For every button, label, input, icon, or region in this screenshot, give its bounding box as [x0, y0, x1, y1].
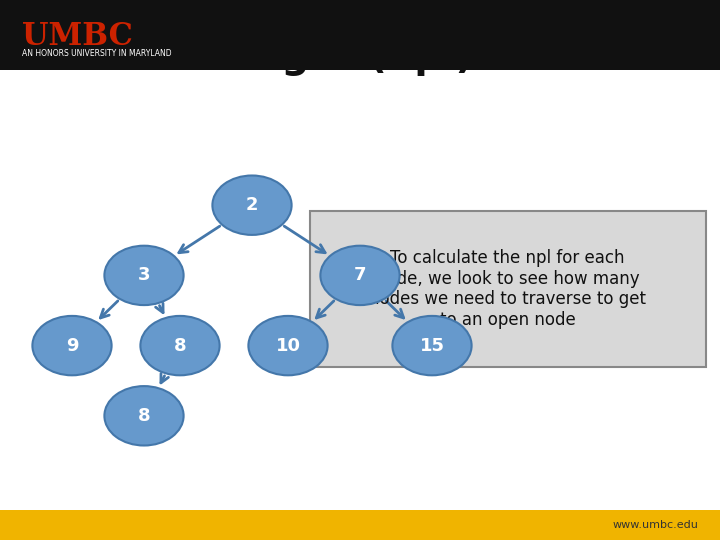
Text: 10: 10 [276, 336, 300, 355]
Text: 8: 8 [138, 407, 150, 425]
Circle shape [212, 176, 292, 235]
Circle shape [32, 316, 112, 375]
Text: 7: 7 [354, 266, 366, 285]
Circle shape [104, 246, 184, 305]
Circle shape [320, 246, 400, 305]
Text: 15: 15 [420, 336, 444, 355]
Text: 3: 3 [138, 266, 150, 285]
Circle shape [104, 386, 184, 445]
Text: UMBC: UMBC [22, 21, 132, 52]
Circle shape [392, 316, 472, 375]
Text: 9: 9 [66, 336, 78, 355]
Text: 8: 8 [174, 336, 186, 355]
FancyBboxPatch shape [0, 510, 720, 540]
Text: www.umbc.edu: www.umbc.edu [613, 520, 698, 530]
Text: Null Path Length (npl) Calculation: Null Path Length (npl) Calculation [0, 38, 720, 76]
FancyBboxPatch shape [0, 0, 720, 70]
Text: To calculate the npl for each
node, we look to see how many
nodes we need to tra: To calculate the npl for each node, we l… [369, 249, 646, 329]
Circle shape [140, 316, 220, 375]
FancyBboxPatch shape [310, 211, 706, 367]
Text: AN HONORS UNIVERSITY IN MARYLAND: AN HONORS UNIVERSITY IN MARYLAND [22, 49, 171, 58]
Text: 2: 2 [246, 196, 258, 214]
Circle shape [248, 316, 328, 375]
